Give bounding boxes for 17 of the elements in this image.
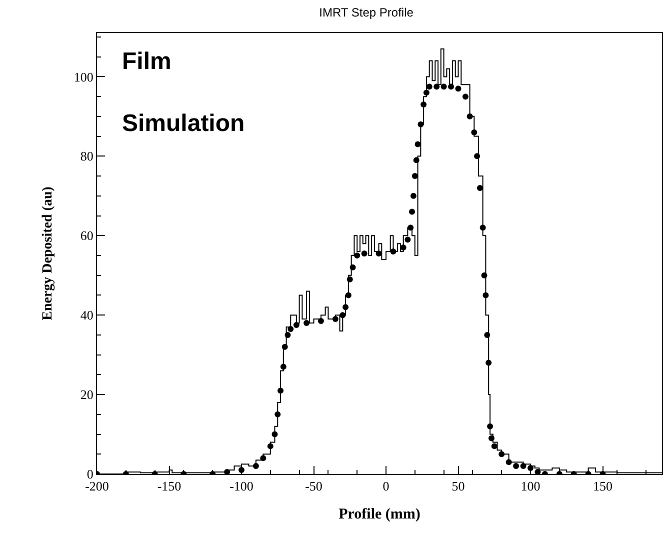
y-axis-title: Energy Deposited (au) (40, 186, 56, 320)
chart-title: IMRT Step Profile (319, 5, 414, 20)
x-tick-label: -50 (305, 478, 322, 494)
x-tick-label: -100 (230, 478, 254, 494)
y-tick-label: 60 (80, 228, 94, 244)
x-tick-label: -150 (157, 478, 182, 494)
x-tick-label: 0 (382, 478, 390, 494)
x-tick-label: 50 (452, 478, 465, 494)
y-tick-label: 80 (80, 148, 94, 164)
y-tick-label: 40 (80, 308, 94, 323)
x-tick-label: 150 (593, 478, 612, 494)
x-tick-label: 100 (520, 478, 540, 494)
annotation: Film (122, 48, 172, 75)
y-tick-label: 20 (80, 387, 94, 402)
annotation: Simulation (122, 110, 245, 137)
x-axis-title: Profile (mm) (338, 506, 420, 523)
y-tick-label: 100 (74, 69, 94, 84)
